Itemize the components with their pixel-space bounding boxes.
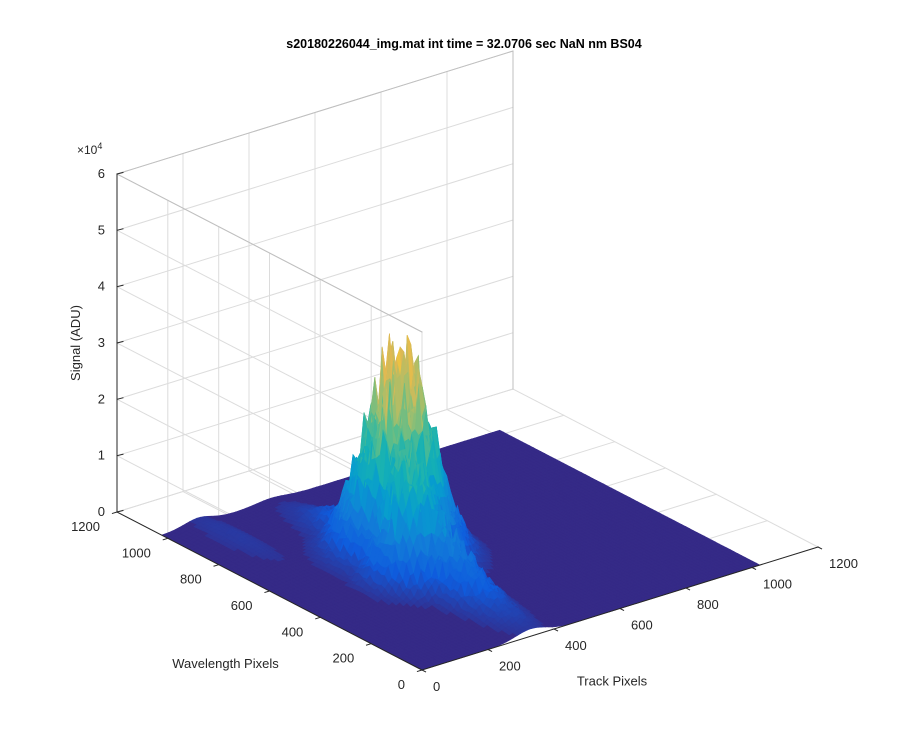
box-edge: [116, 173, 423, 333]
chart-title: s20180226044_img.mat int time = 32.0706 …: [286, 37, 641, 51]
grid-line-z-wall: [116, 106, 514, 231]
grid-line-z-wall: [116, 388, 514, 513]
grid-line-z-wall: [116, 275, 514, 400]
box-edge: [116, 50, 514, 175]
surface-layer: [160, 333, 761, 671]
grid-line-z-wall: [116, 163, 514, 288]
grid-line-z-wall: [116, 219, 514, 344]
grid-line-z-wall: [116, 229, 423, 389]
grid-line-z-wall: [116, 332, 514, 457]
